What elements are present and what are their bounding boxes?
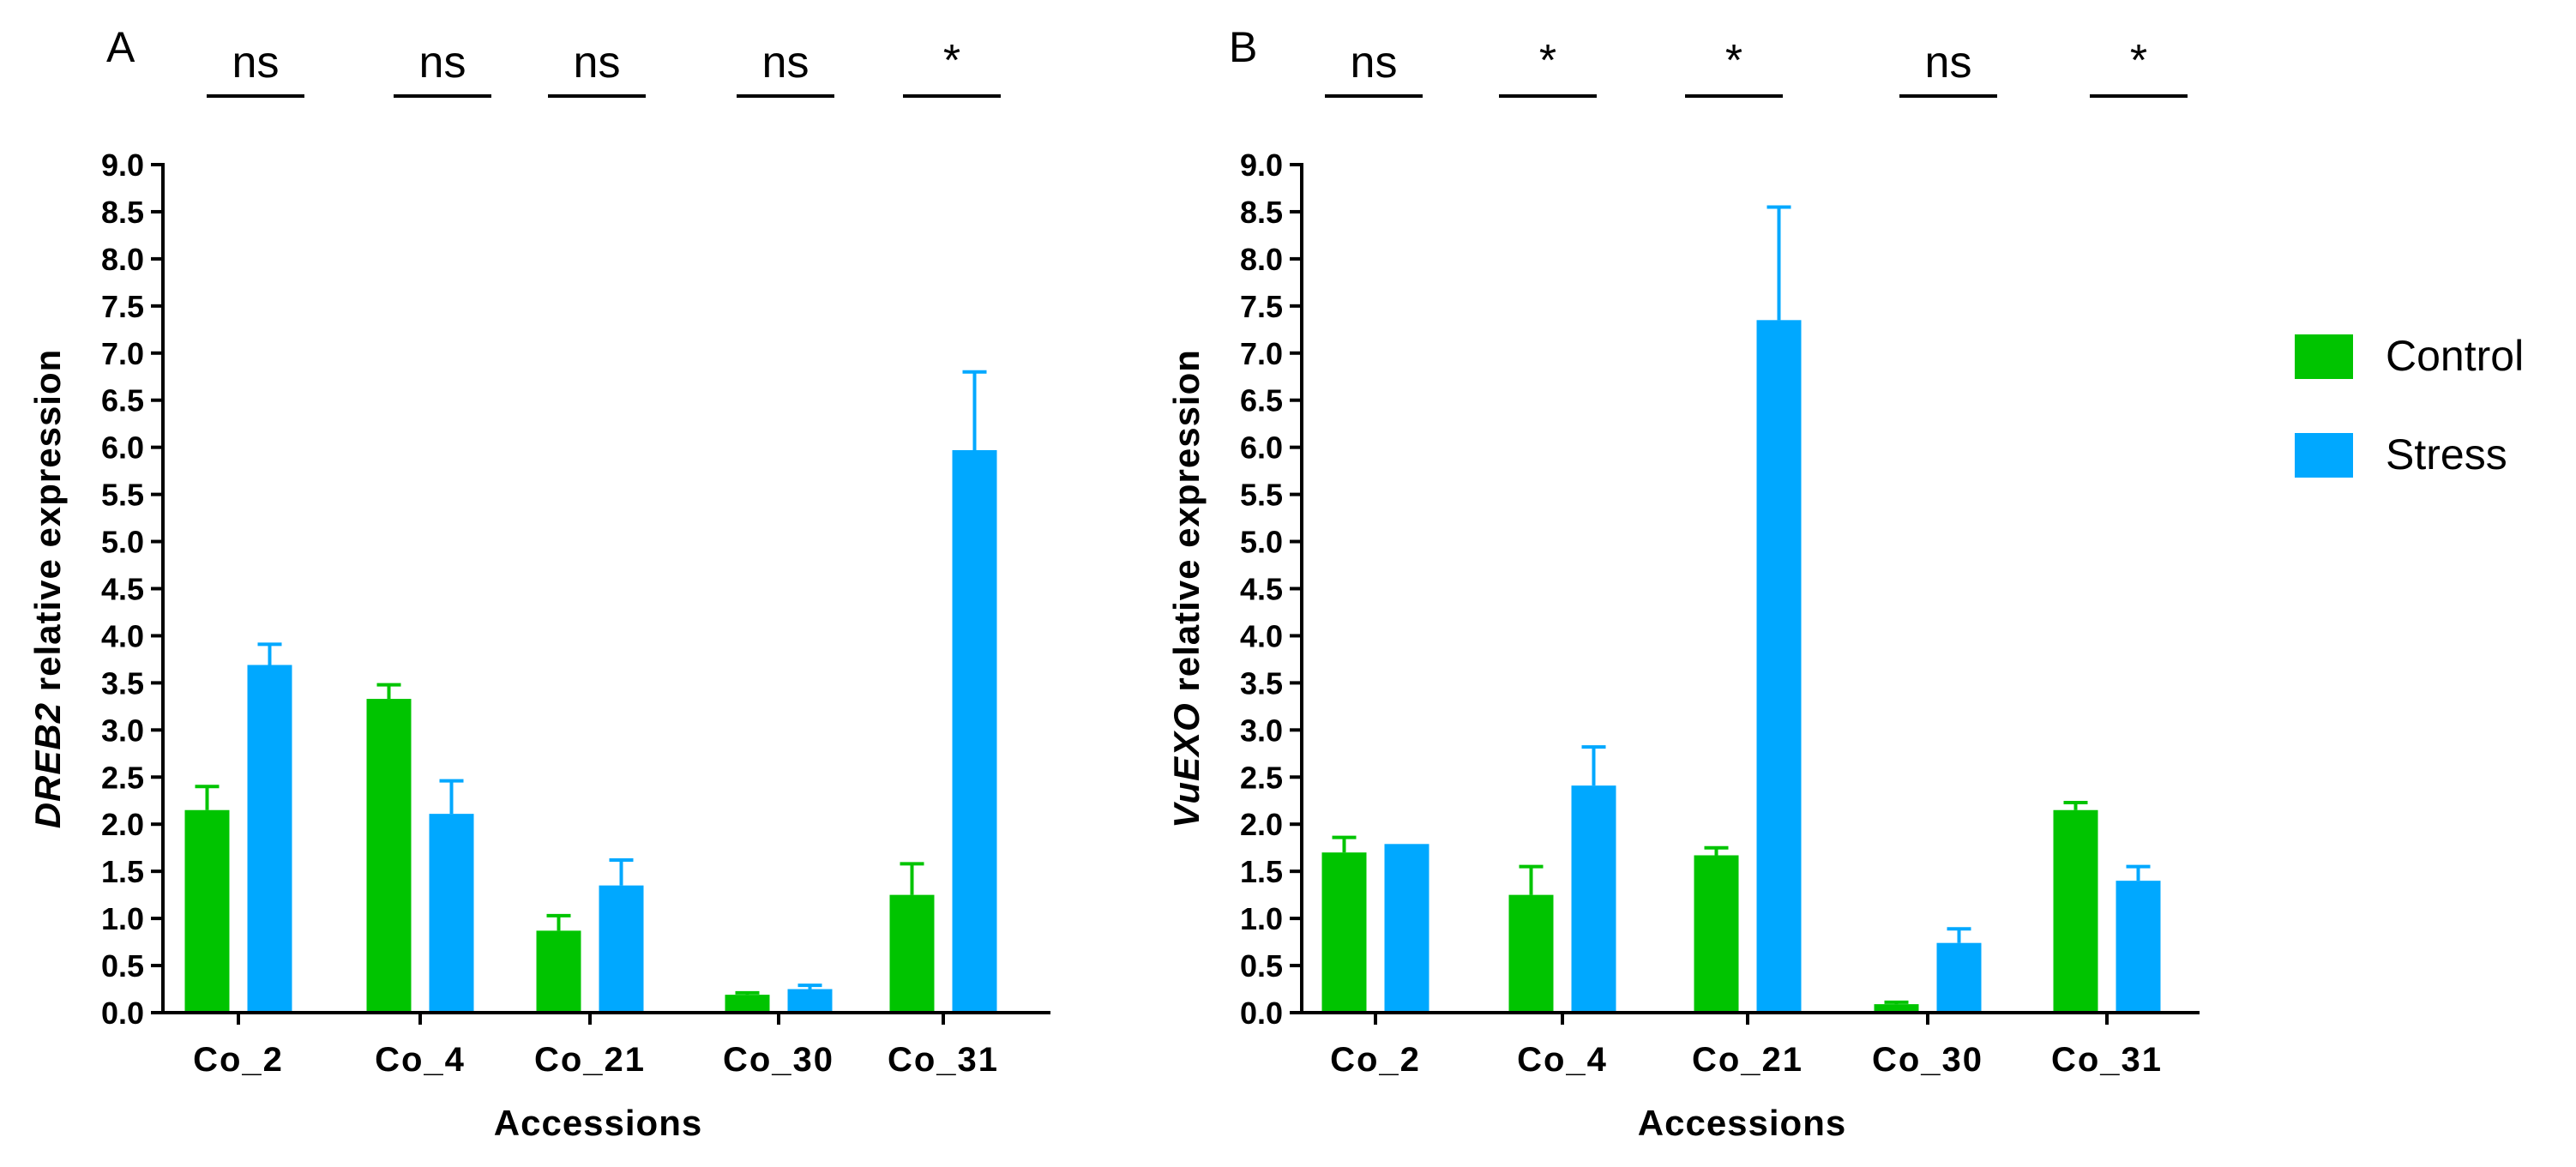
y-tick-label: 8.0 xyxy=(101,242,144,277)
y-tick-label: 4.0 xyxy=(1240,618,1283,653)
y-tick-label: 2.5 xyxy=(101,760,144,795)
y-tick-label: 6.5 xyxy=(1240,383,1283,418)
bar-control-co_31 xyxy=(2053,809,2098,1013)
panel-a-chart: A Co_2 ns Co_4 ns Co_21 ns Co_30 ns Co_31 * 0.0 0.5 1… xyxy=(27,23,1050,1143)
x-tick-label: Co_31 xyxy=(2051,1041,2163,1079)
bar-control-co_4 xyxy=(1508,894,1554,1013)
y-tick-label: 1.5 xyxy=(101,854,144,889)
x-tick-label: Co_4 xyxy=(1517,1041,1608,1079)
bar-control-co_4 xyxy=(366,699,412,1013)
bar-stress-co_2 xyxy=(1384,844,1429,1013)
x-tick-label: Co_21 xyxy=(1692,1041,1803,1079)
bar-control-co_30 xyxy=(1874,1004,1919,1013)
x-tick-label: Co_2 xyxy=(193,1041,284,1079)
bar-stress-co_30 xyxy=(1936,942,1982,1013)
bar-control-co_21 xyxy=(536,930,581,1013)
y-tick-label: 5.5 xyxy=(1240,478,1283,513)
y-tick-label: 1.0 xyxy=(101,901,144,936)
y-tick-label: 0.5 xyxy=(1240,948,1283,984)
legend-label-stress: Stress xyxy=(2386,430,2507,478)
y-tick-label: 6.0 xyxy=(1240,430,1283,466)
y-tick-label: 8.5 xyxy=(1240,195,1283,230)
y-tick-label: 0.0 xyxy=(1240,996,1283,1031)
bar-stress-co_30 xyxy=(787,989,833,1013)
panel-b-chart: B Co_2 ns Co_4 * Co_21 * Co_30 ns Co_31 * 0.0 0.5 1.0… xyxy=(1166,23,2200,1143)
y-tick-label: 1.0 xyxy=(1240,901,1283,936)
y-tick-label: 4.0 xyxy=(101,618,144,653)
y-tick-label: 6.0 xyxy=(101,430,144,466)
significance-label: ns xyxy=(232,38,280,87)
y-tick-label: 1.5 xyxy=(1240,854,1283,889)
bar-control-co_31 xyxy=(889,894,935,1013)
bar-stress-co_21 xyxy=(1756,320,1802,1014)
significance-label: ns xyxy=(762,38,810,87)
bar-stress-co_2 xyxy=(247,665,292,1013)
bar-control-co_21 xyxy=(1694,855,1739,1013)
y-tick-label: 4.5 xyxy=(1240,572,1283,607)
y-tick-label: 4.5 xyxy=(101,572,144,607)
y-axis-title-rest: relative expression xyxy=(1166,349,1207,702)
bar-stress-co_21 xyxy=(599,885,644,1013)
y-tick-label: 7.0 xyxy=(1240,336,1283,371)
y-tick-label: 3.0 xyxy=(1240,713,1283,748)
significance-label: * xyxy=(1725,36,1742,86)
significance-label: * xyxy=(943,36,960,86)
significance-label: * xyxy=(2130,36,2147,86)
y-tick-label: 0.5 xyxy=(101,948,144,984)
legend-swatch-control xyxy=(2295,334,2353,379)
y-tick-label: 8.0 xyxy=(1240,242,1283,277)
significance-label: * xyxy=(1539,36,1556,86)
panel-label: B xyxy=(1229,23,1257,71)
significance-label: ns xyxy=(419,38,466,87)
x-tick-label: Co_30 xyxy=(1872,1041,1983,1079)
y-tick-label: 7.0 xyxy=(101,336,144,371)
y-axis-title-gene: DREB2 xyxy=(27,702,68,828)
bar-control-co_2 xyxy=(184,809,230,1013)
y-axis-title: DREB2 relative expression xyxy=(27,349,68,829)
x-tick-label: Co_31 xyxy=(888,1041,999,1079)
y-axis-title-rest: relative expression xyxy=(27,349,68,702)
legend-label-control: Control xyxy=(2386,332,2524,380)
y-tick-label: 6.5 xyxy=(101,383,144,418)
y-tick-label: 2.5 xyxy=(1240,760,1283,795)
significance-label: ns xyxy=(1925,38,1972,87)
y-tick-label: 8.5 xyxy=(101,195,144,230)
y-tick-label: 5.0 xyxy=(1240,525,1283,560)
y-tick-label: 9.0 xyxy=(1240,147,1283,183)
bar-control-co_2 xyxy=(1321,852,1367,1013)
panel-label: A xyxy=(106,23,135,71)
x-tick-label: Co_2 xyxy=(1330,1041,1421,1079)
y-tick-label: 7.5 xyxy=(1240,289,1283,324)
legend-swatch-stress xyxy=(2295,433,2353,478)
y-tick-label: 5.0 xyxy=(101,525,144,560)
y-axis-title: VuEXO relative expression xyxy=(1166,349,1207,828)
y-tick-label: 2.0 xyxy=(1240,807,1283,842)
significance-label: ns xyxy=(574,38,621,87)
y-tick-label: 2.0 xyxy=(101,807,144,842)
bar-stress-co_4 xyxy=(1571,785,1616,1013)
bar-stress-co_31 xyxy=(952,449,997,1013)
y-tick-label: 9.0 xyxy=(101,147,144,183)
legend: Control Stress xyxy=(2295,332,2524,478)
y-tick-label: 7.5 xyxy=(101,289,144,324)
x-tick-label: Co_30 xyxy=(723,1041,834,1079)
y-tick-label: 3.5 xyxy=(1240,665,1283,701)
x-axis-title: Accessions xyxy=(494,1103,702,1143)
x-tick-label: Co_21 xyxy=(534,1041,646,1079)
bar-stress-co_4 xyxy=(429,814,474,1013)
x-axis-title: Accessions xyxy=(1638,1103,1846,1143)
bar-stress-co_31 xyxy=(2116,881,2161,1013)
y-tick-label: 3.0 xyxy=(101,713,144,748)
bar-control-co_30 xyxy=(725,995,770,1013)
y-tick-label: 3.5 xyxy=(101,665,144,701)
x-tick-label: Co_4 xyxy=(375,1041,466,1079)
y-tick-label: 5.5 xyxy=(101,478,144,513)
y-axis-title-gene: VuEXO xyxy=(1166,702,1207,828)
significance-label: ns xyxy=(1351,38,1398,87)
y-tick-label: 0.0 xyxy=(101,996,144,1031)
